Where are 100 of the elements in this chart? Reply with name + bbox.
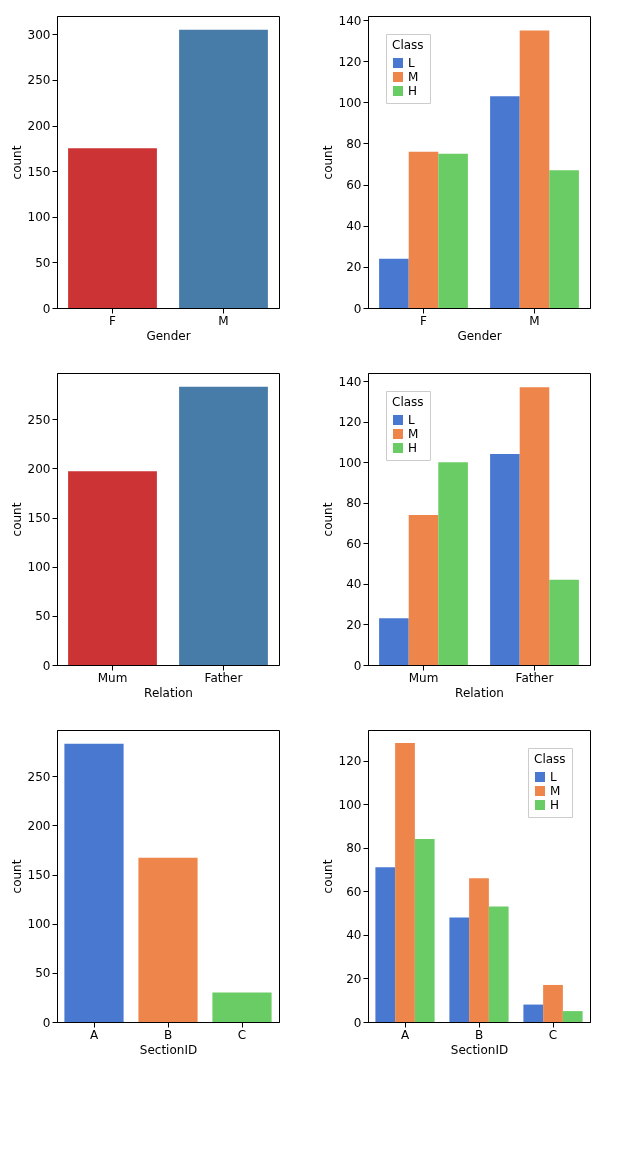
y-axis-title: count [9, 145, 24, 180]
y-tick-label: 150 [27, 511, 51, 526]
x-tick-label: C [548, 1027, 558, 1042]
y-tick-label: 0 [42, 1015, 51, 1030]
bar [212, 992, 272, 1022]
y-tick-label: 50 [35, 255, 51, 270]
bar [469, 878, 489, 1022]
bar [414, 838, 435, 1022]
y-tick-label: 200 [27, 461, 51, 476]
y-tick-label: 0 [42, 658, 51, 673]
y-tick-label: 120 [338, 754, 362, 769]
y-tick-label: 120 [338, 415, 362, 430]
y-axis-title: count [320, 145, 335, 180]
bar [438, 462, 468, 665]
bar [64, 743, 124, 1022]
y-tick-label: 0 [42, 301, 51, 316]
legend-label: L [408, 413, 415, 427]
legend-label: L [408, 56, 415, 70]
y-tick-label: 50 [35, 609, 51, 624]
y-tick-label: 300 [27, 27, 51, 42]
bar [408, 514, 439, 665]
bar [379, 618, 409, 665]
bar [549, 170, 579, 308]
bar [549, 579, 579, 665]
y-tick-label: 250 [27, 412, 51, 427]
x-tick-label: Father [515, 670, 554, 685]
y-tick-label: 50 [35, 966, 51, 981]
y-tick-label: 200 [27, 818, 51, 833]
bar [138, 857, 198, 1022]
x-tick-label: M [529, 313, 540, 328]
y-tick-label: 100 [338, 797, 362, 812]
x-tick-label: F [420, 313, 428, 328]
x-tick-label: B [163, 1027, 173, 1042]
y-tick-label: 60 [346, 536, 362, 551]
y-axis-title: count [9, 859, 24, 894]
y-axis-title: count [9, 502, 24, 537]
y-tick-label: 150 [27, 868, 51, 883]
y-tick-label: 0 [353, 301, 362, 316]
y-tick-label: 100 [27, 560, 51, 575]
x-axis-title: Gender [146, 328, 191, 343]
x-tick-label: A [400, 1027, 410, 1042]
legend-title: Class [534, 752, 566, 766]
y-tick-label: 40 [346, 577, 362, 592]
x-axis-title: Relation [144, 685, 193, 700]
y-tick-label: 250 [27, 73, 51, 88]
y-tick-label: 100 [338, 95, 362, 110]
y-tick-label: 100 [27, 210, 51, 225]
bar [375, 867, 396, 1022]
bar [543, 984, 563, 1022]
bar [523, 1004, 544, 1022]
bar [490, 454, 520, 665]
legend-label: M [408, 427, 419, 441]
y-tick-label: 40 [346, 928, 362, 943]
bar [519, 387, 550, 665]
legend-label: H [550, 798, 560, 812]
x-axis-title: SectionID [450, 1042, 509, 1057]
x-tick-label: M [218, 313, 229, 328]
legend-label: H [408, 441, 418, 455]
x-tick-label: Mum [97, 670, 128, 685]
bar [519, 30, 550, 308]
y-tick-label: 60 [346, 884, 362, 899]
legend-title: Class [392, 395, 424, 409]
y-tick-label: 0 [353, 1015, 362, 1030]
y-tick-label: 200 [27, 119, 51, 133]
x-tick-label: F [109, 313, 117, 328]
y-tick-label: 120 [338, 54, 362, 69]
x-axis-title: Gender [457, 328, 502, 343]
legend-label: H [408, 84, 418, 98]
bar [562, 1011, 583, 1022]
bar [490, 96, 520, 308]
y-tick-label: 100 [338, 455, 362, 470]
y-axis-title: count [320, 859, 335, 894]
x-tick-label: Mum [408, 670, 439, 685]
y-tick-label: 0 [353, 658, 362, 673]
x-tick-label: Father [204, 670, 243, 685]
bar [438, 153, 468, 308]
bar [408, 151, 439, 308]
y-tick-label: 60 [346, 178, 362, 193]
y-tick-label: 20 [346, 617, 362, 632]
x-axis-title: Relation [455, 685, 504, 700]
legend-label: L [550, 770, 557, 784]
y-tick-label: 20 [346, 260, 362, 275]
y-axis-title: count [320, 502, 335, 537]
y-tick-label: 20 [346, 971, 362, 986]
y-tick-label: 100 [27, 917, 51, 932]
y-tick-label: 140 [338, 13, 362, 28]
legend-title: Class [392, 38, 424, 52]
y-tick-label: 80 [346, 841, 362, 856]
y-tick-label: 250 [27, 769, 51, 784]
bar [379, 258, 409, 308]
y-tick-label: 80 [346, 496, 362, 511]
legend-label: M [408, 70, 419, 84]
y-tick-label: 140 [338, 374, 362, 389]
y-tick-label: 80 [346, 136, 362, 151]
bar [395, 743, 415, 1022]
legend-label: M [550, 784, 561, 798]
x-tick-label: B [474, 1027, 484, 1042]
y-tick-label: 150 [27, 164, 51, 179]
x-axis-title: SectionID [139, 1042, 198, 1057]
x-tick-label: A [89, 1027, 99, 1042]
